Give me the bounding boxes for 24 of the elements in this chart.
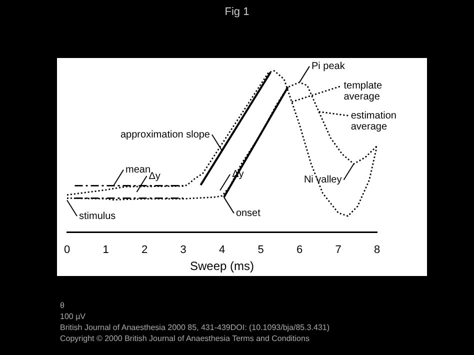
annotation: approximation slope — [120, 129, 210, 140]
x-tick-label: 4 — [218, 244, 226, 256]
x-tick-label: 5 — [258, 244, 264, 256]
x-tick-label: 6 — [296, 244, 303, 256]
x-axis-title: Sweep (ms) — [190, 259, 254, 274]
annotation: Ni valley — [304, 174, 342, 186]
x-tick-label: 1 — [102, 244, 109, 256]
text: 100 µV — [60, 311, 87, 322]
x-tick-label: 7 — [335, 244, 342, 256]
text: British Journal of Anaesthesia 2000 85, 431-439DOI: (10.1093/bja/85.3.431) — [60, 322, 330, 333]
annotation: onset — [236, 208, 261, 219]
legend-label: estimation average — [350, 110, 396, 132]
annotation: stimulus — [79, 210, 116, 222]
x-tick-label: 3 — [180, 244, 186, 256]
legend-label: template average — [344, 80, 383, 103]
annotation: Pi peak — [312, 61, 346, 72]
text: θ — [60, 300, 66, 311]
x-tick-label: 8 — [374, 244, 380, 256]
text: Copyright © 2000 British Journal of Anaesthesia Terms and Conditions — [60, 333, 310, 344]
x-tick-label: 0 — [64, 244, 70, 256]
annotation: Δy — [148, 170, 160, 182]
chart-title: Fig 1 — [224, 6, 250, 18]
x-tick-label: 2 — [141, 244, 148, 256]
annotation: mean — [126, 164, 151, 176]
